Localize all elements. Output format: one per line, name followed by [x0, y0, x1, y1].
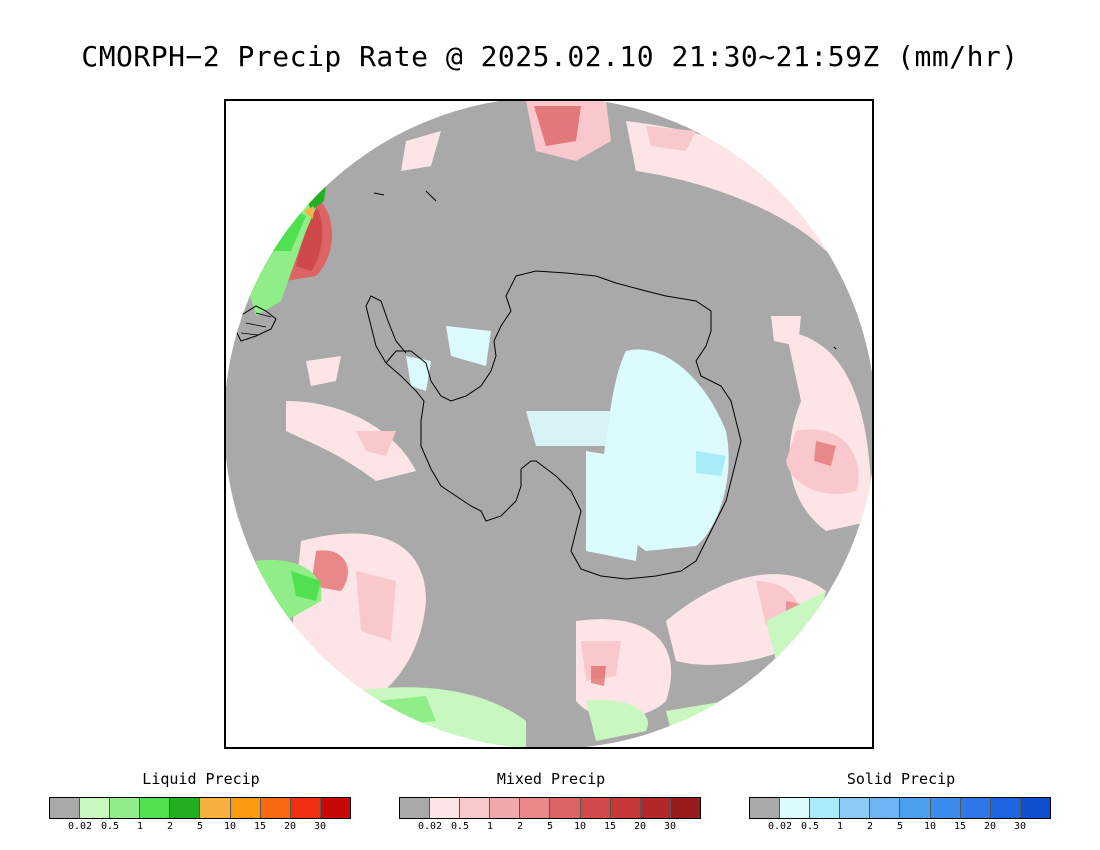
color-swatch	[930, 798, 961, 818]
color-swatch	[670, 798, 700, 818]
tick-label: 0.5	[450, 821, 470, 832]
legend-title: Solid Precip	[846, 770, 956, 788]
tick-label: 2	[516, 821, 524, 832]
tick-label: 30	[1013, 821, 1027, 832]
color-swatch	[50, 798, 81, 818]
precip-map-svg	[226, 101, 872, 747]
map-title: CMORPH−2 Precip Rate @ 2025.02.10 21:30~…	[81, 40, 1019, 73]
color-swatch	[110, 798, 141, 818]
color-scale-bar	[399, 797, 701, 819]
tick-label: 5	[196, 821, 204, 832]
tick-label: 2	[166, 821, 174, 832]
tick-label: 0.02	[767, 821, 793, 832]
tick-label: 1	[136, 821, 144, 832]
tick-label: 20	[283, 821, 297, 832]
color-swatch	[230, 798, 261, 818]
solid-precip-areas	[406, 326, 729, 561]
color-swatch	[460, 798, 491, 818]
color-swatch	[780, 798, 811, 818]
color-swatch	[640, 798, 671, 818]
liquid-precip-areas	[246, 181, 826, 747]
tick-label: 1	[486, 821, 494, 832]
legend-liquid: Liquid Precip 0.02 0.5 1 2 5 10 15 20 30	[49, 770, 353, 835]
tick-label: 15	[603, 821, 617, 832]
legend-title: Liquid Precip	[142, 770, 260, 788]
color-swatch	[490, 798, 521, 818]
color-swatch	[520, 798, 551, 818]
tick-label: 15	[953, 821, 967, 832]
legend-title: Mixed Precip	[496, 770, 606, 788]
tick-label: 30	[663, 821, 677, 832]
legend-mixed: Mixed Precip 0.02 0.5 1 2 5 10 15 20 30	[399, 770, 703, 835]
antarctica-coastline	[385, 270, 742, 580]
tick-label: 0.02	[67, 821, 93, 832]
color-swatch	[290, 798, 321, 818]
small-islands	[373, 190, 837, 350]
color-swatch	[140, 798, 171, 818]
color-swatch	[320, 798, 350, 818]
color-swatch	[200, 798, 231, 818]
color-swatch	[430, 798, 461, 818]
color-swatch	[990, 798, 1021, 818]
tick-label: 2	[866, 821, 874, 832]
south-america-coastline	[235, 305, 277, 342]
color-swatch	[900, 798, 931, 818]
legend-solid: Solid Precip 0.02 0.5 1 2 5 10 15 20 30	[749, 770, 1053, 835]
scale-ticks: 0.02 0.5 1 2 5 10 15 20 30	[749, 821, 1051, 835]
tick-label: 10	[923, 821, 937, 832]
color-swatch	[260, 798, 291, 818]
color-scale-bar	[749, 797, 1051, 819]
tick-label: 20	[983, 821, 997, 832]
color-swatch	[80, 798, 111, 818]
tick-label: 10	[223, 821, 237, 832]
color-scale-bar	[49, 797, 351, 819]
tick-label: 0.02	[417, 821, 443, 832]
color-swatch	[750, 798, 781, 818]
mixed-precip-areas	[286, 101, 872, 718]
precip-map	[224, 99, 874, 749]
tick-label: 20	[633, 821, 647, 832]
tick-label: 30	[313, 821, 327, 832]
color-swatch	[870, 798, 901, 818]
color-swatch	[610, 798, 641, 818]
scale-ticks: 0.02 0.5 1 2 5 10 15 20 30	[49, 821, 351, 835]
tick-label: 0.5	[100, 821, 120, 832]
color-swatch	[580, 798, 611, 818]
tick-label: 5	[546, 821, 554, 832]
south-america-islands	[240, 312, 272, 336]
color-swatch	[550, 798, 581, 818]
tick-label: 10	[573, 821, 587, 832]
tick-label: 15	[253, 821, 267, 832]
color-swatch	[810, 798, 841, 818]
color-swatch	[170, 798, 201, 818]
tick-label: 5	[896, 821, 904, 832]
color-swatch	[840, 798, 871, 818]
tick-label: 1	[836, 821, 844, 832]
antarctic-peninsula-coastline	[365, 295, 407, 364]
tick-label: 0.5	[800, 821, 820, 832]
color-swatch	[1020, 798, 1050, 818]
color-swatch	[960, 798, 991, 818]
scale-ticks: 0.02 0.5 1 2 5 10 15 20 30	[399, 821, 701, 835]
color-swatch	[400, 798, 431, 818]
